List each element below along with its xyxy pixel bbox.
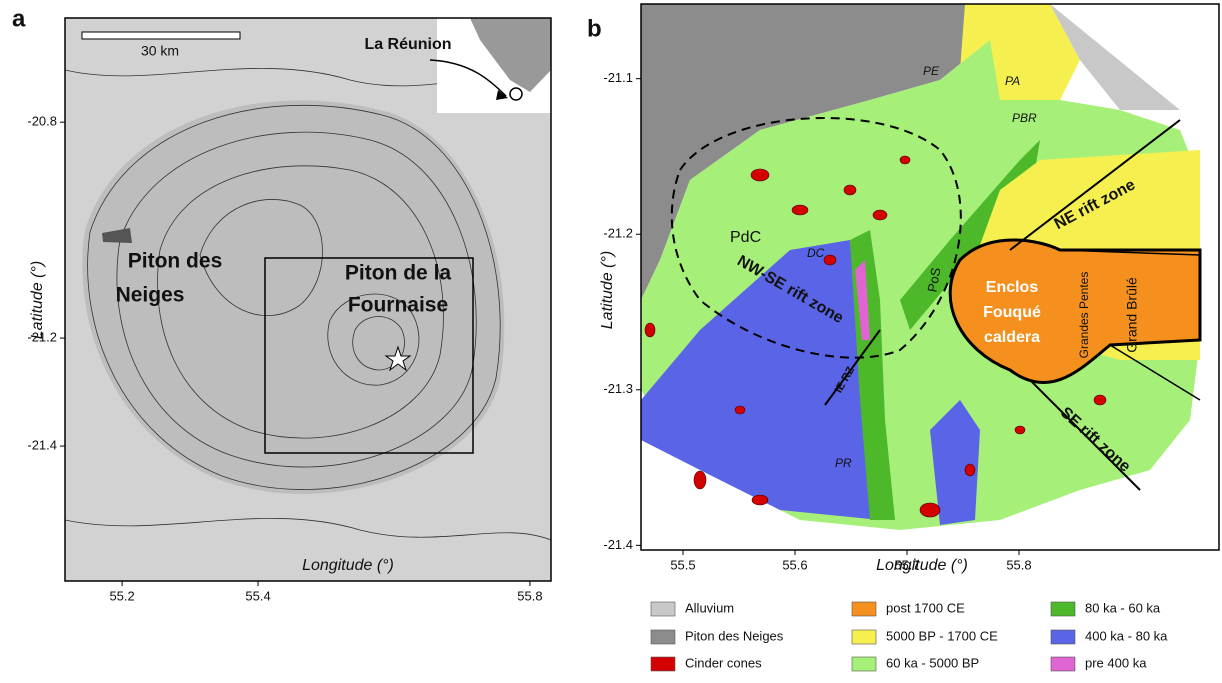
area-label: Grandes Pentes xyxy=(1077,272,1091,359)
legend-swatch xyxy=(1051,602,1075,616)
inset-label: La Réunion xyxy=(364,36,451,53)
legend-swatch xyxy=(852,657,876,671)
place-label: Neiges xyxy=(116,284,185,307)
legend-label: 400 ka - 80 ka xyxy=(1085,628,1168,643)
legend-swatch xyxy=(852,630,876,644)
legend-label: 80 ka - 60 ka xyxy=(1085,600,1161,615)
panel-label: b xyxy=(587,15,602,42)
x-tick-label: 55.5 xyxy=(670,557,695,572)
y-axis-label: Latitude (°) xyxy=(29,261,46,339)
x-tick-label: 55.8 xyxy=(517,588,542,603)
panel-label: a xyxy=(12,5,26,32)
site-label: PdC xyxy=(730,229,761,246)
legend-label: Piton des Neiges xyxy=(685,628,784,643)
x-tick-label: 55.7 xyxy=(894,557,919,572)
legend-swatch xyxy=(651,630,675,644)
y-tick-label: -21.2 xyxy=(603,226,633,241)
legend-label: Cinder cones xyxy=(685,655,762,670)
site-label: PA xyxy=(1005,74,1020,88)
caldera-label: caldera xyxy=(984,329,1040,346)
place-label: Fournaise xyxy=(348,294,448,317)
legend-label: pre 400 ka xyxy=(1085,655,1147,670)
place-label: Piton de la xyxy=(345,262,452,285)
legend-swatch xyxy=(1051,657,1075,671)
site-label: PBR xyxy=(1012,111,1037,125)
legend-label: post 1700 CE xyxy=(886,600,965,615)
site-label: PE xyxy=(923,64,940,78)
x-tick-label: 55.4 xyxy=(245,588,270,603)
scale-label: 30 km xyxy=(141,43,179,59)
site-label: PR xyxy=(835,456,852,470)
y-tick-label: -21.3 xyxy=(603,381,633,396)
site-label: DC xyxy=(807,246,825,260)
x-axis-label: Longitude (°) xyxy=(876,557,968,574)
y-axis-label: Latitude (°) xyxy=(599,251,616,329)
x-tick-label: 55.2 xyxy=(109,588,134,603)
y-tick-label: -21.4 xyxy=(27,437,57,452)
legend-swatch xyxy=(852,602,876,616)
x-axis-label: Longitude (°) xyxy=(302,557,394,574)
x-tick-label: 55.6 xyxy=(782,557,807,572)
legend-label: 5000 BP - 1700 CE xyxy=(886,628,998,643)
area-label: Grand Brûlé xyxy=(1124,277,1140,353)
y-tick-label: -21.2 xyxy=(27,330,57,345)
y-tick-label: -21.1 xyxy=(603,70,633,85)
caldera-label: Fouqué xyxy=(983,304,1041,321)
y-tick-label: -20.8 xyxy=(27,114,57,129)
caldera-label: Enclos xyxy=(986,279,1039,296)
legend-label: 60 ka - 5000 BP xyxy=(886,655,979,670)
legend-swatch xyxy=(651,602,675,616)
figure: a 30 km La Réunion Piton des Neiges Pito… xyxy=(0,0,1222,683)
legend-label: Alluvium xyxy=(685,600,734,615)
legend-swatch xyxy=(1051,630,1075,644)
legend-swatch xyxy=(651,657,675,671)
x-tick-label: 55.8 xyxy=(1006,557,1031,572)
y-tick-label: -21.4 xyxy=(603,537,633,552)
place-label: Piton des xyxy=(128,250,223,273)
